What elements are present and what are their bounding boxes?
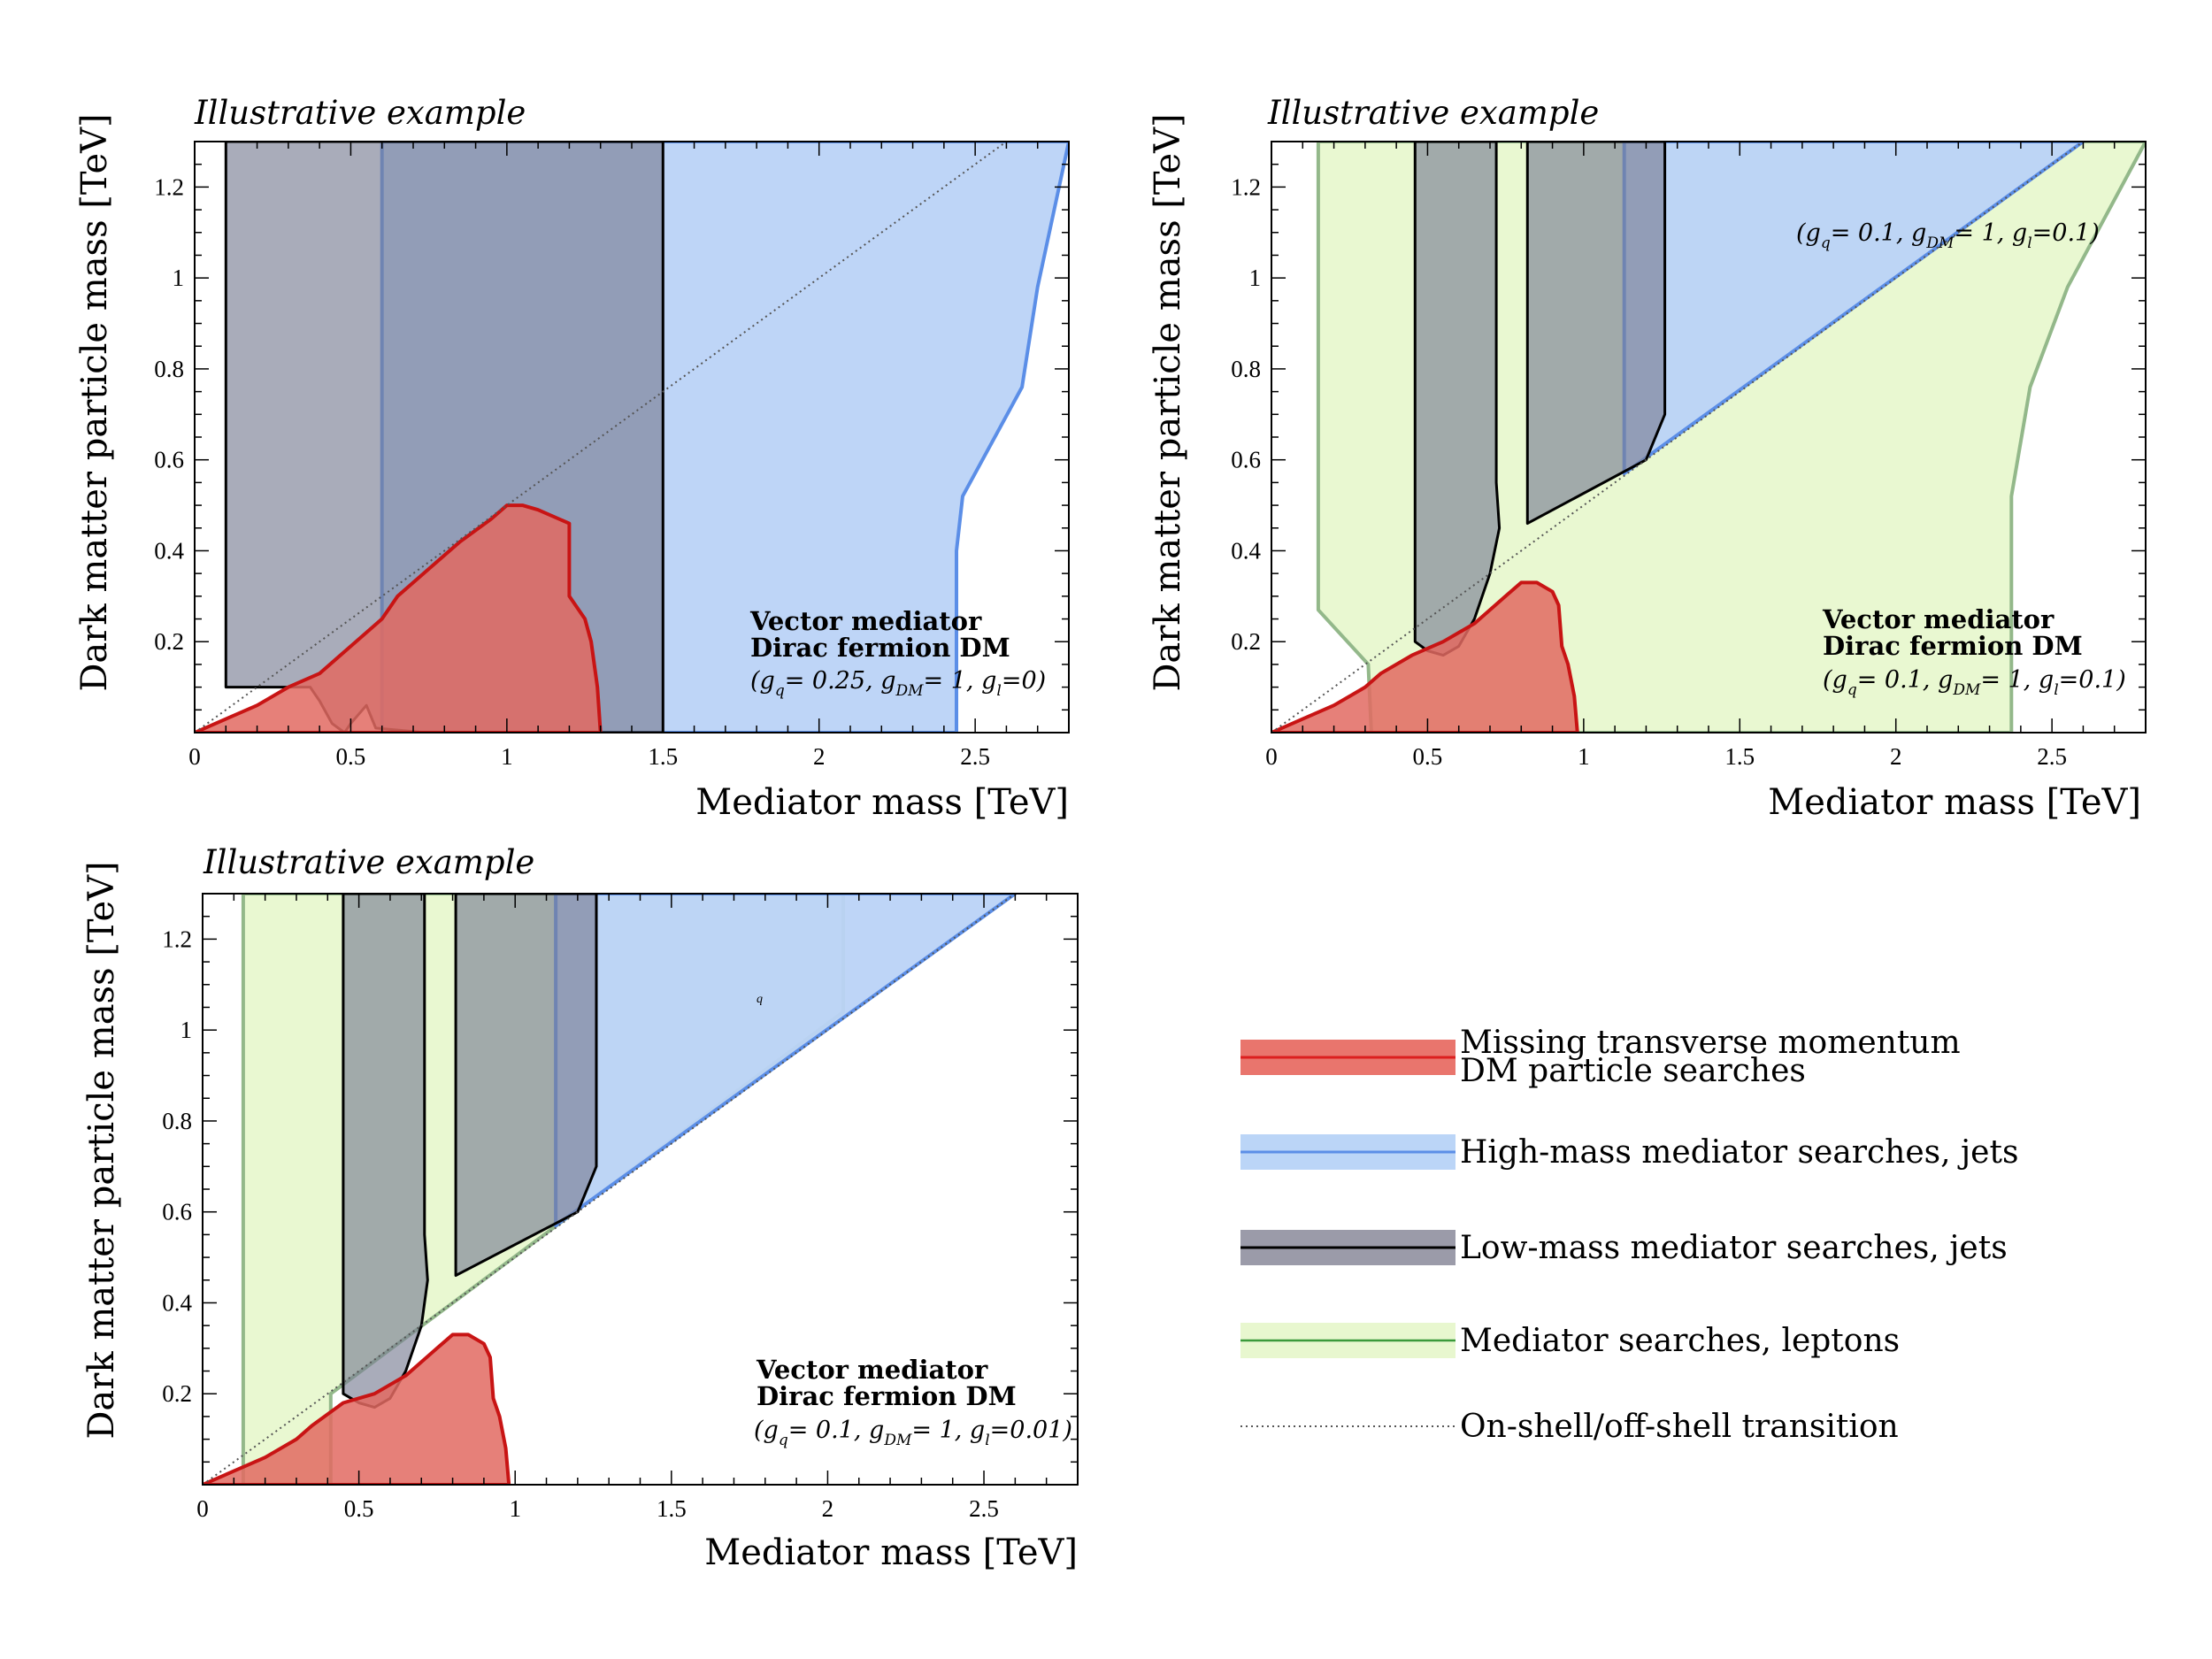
series-layer — [1271, 142, 2146, 733]
y-tick-label: 1.2 — [154, 173, 184, 200]
y-tick-label: 1 — [1249, 265, 1262, 291]
chart-title: Illustrative example — [1267, 94, 1599, 132]
annotation-dm: Dirac fermion DM — [757, 1381, 1017, 1411]
series-low-mass-1 — [1413, 142, 1502, 657]
x-tick-label: 2 — [813, 743, 826, 770]
series-low-mass-2 — [1525, 142, 1667, 526]
chart-panel-2: Illustrative example Mediator mass [TeV]… — [1148, 94, 2147, 823]
series-met — [203, 1333, 511, 1485]
y-tick-label: 1 — [173, 265, 185, 291]
x-tick-label: 2.5 — [969, 1495, 999, 1522]
x-tick-label: 1.5 — [1724, 743, 1755, 770]
x-tick-label: 0.5 — [1413, 743, 1443, 770]
series-met — [1271, 580, 1579, 733]
annotation-mediator: Vector mediator — [749, 606, 982, 636]
series-low-mass-1 — [342, 894, 429, 1409]
legend-label-low-mass: Low-mass mediator searches, jets — [1460, 1230, 2008, 1266]
x-tick-label: 2.5 — [960, 743, 990, 770]
legend-label-high-mass: High-mass mediator searches, jets — [1460, 1134, 2018, 1171]
x-tick-label: 1 — [509, 1495, 521, 1522]
x-tick-label: 1.5 — [657, 1495, 687, 1522]
legend-item-low-mass: Low-mass mediator searches, jets — [1240, 1230, 2008, 1266]
annotation-mediator: Vector mediator — [756, 1355, 988, 1385]
annotation-dm: Dirac fermion DM — [750, 633, 1010, 663]
legend-label-met-1: Missing transverse momentum — [1460, 1025, 1961, 1061]
y-tick-label: 1 — [180, 1017, 193, 1043]
stray-label: q — [757, 993, 763, 1006]
series-low-mass-2 — [454, 894, 598, 1278]
y-tick-label: 0.8 — [162, 1108, 192, 1134]
x-tick-label: 2 — [822, 1495, 834, 1522]
y-tick-label: 0.8 — [1231, 356, 1261, 382]
y-axis-title: Dark matter particle mass [TeV] — [74, 113, 115, 691]
legend-label-leptons: Mediator searches, leptons — [1460, 1323, 1900, 1359]
plot-area: 0 0.5 1 1.5 2 2.5 0.2 0.4 0.6 0.8 1 1.2 — [162, 893, 1079, 1522]
x-tick-label: 1 — [1578, 743, 1590, 770]
legend-item-onshell: On-shell/off-shell transition — [1240, 1409, 1899, 1445]
legend-label-met-2: DM particle searches — [1460, 1053, 1806, 1089]
annotation-coupling: (gq= 0.1, gDM= 1, gl=0.01) — [754, 1417, 1072, 1449]
plot-area: 0 0.5 1 1.5 2 2.5 0.2 0.4 0.6 0.8 1 1.2 — [1231, 141, 2147, 770]
y-axis-title: Dark matter particle mass [TeV] — [81, 861, 122, 1439]
annotation-coupling-top: (gq= 0.1, gDM= 1, gl=0.1) — [1796, 219, 2100, 252]
series-layer — [195, 142, 1069, 733]
legend: Missing transverse momentum DM particle … — [1240, 1025, 2018, 1445]
annotation-mediator: Vector mediator — [1822, 604, 2055, 634]
legend-item-leptons: Mediator searches, leptons — [1240, 1323, 1900, 1359]
chart-title: Illustrative example — [194, 94, 526, 132]
chart-panel-1: Illustrative example Mediator mass [TeV]… — [74, 94, 1070, 823]
x-axis-title: Mediator mass [TeV] — [1768, 782, 2141, 823]
y-tick-label: 1.2 — [1231, 173, 1261, 200]
legend-item-met: Missing transverse momentum DM particle … — [1240, 1025, 1961, 1089]
x-axis-title: Mediator mass [TeV] — [695, 782, 1069, 823]
y-tick-label: 0.8 — [154, 356, 184, 382]
y-tick-label: 0.6 — [154, 447, 184, 473]
x-tick-label: 0 — [1265, 743, 1278, 770]
chart-title: Illustrative example — [203, 843, 534, 881]
x-tick-label: 1 — [501, 743, 513, 770]
y-tick-label: 0.2 — [154, 628, 184, 655]
x-tick-label: 1.5 — [648, 743, 678, 770]
y-tick-label: 0.4 — [1231, 537, 1261, 564]
y-tick-label: 0.2 — [162, 1380, 192, 1407]
series-layer — [203, 894, 1018, 1485]
x-tick-label: 2.5 — [2037, 743, 2067, 770]
annotation-dm: Dirac fermion DM — [1823, 631, 2083, 661]
x-tick-label: 0.5 — [344, 1495, 374, 1522]
x-tick-label: 0 — [188, 743, 201, 770]
legend-label-onshell: On-shell/off-shell transition — [1460, 1409, 1899, 1445]
y-axis-title: Dark matter particle mass [TeV] — [1148, 113, 1188, 691]
legend-item-high-mass: High-mass mediator searches, jets — [1240, 1134, 2018, 1171]
y-tick-label: 0.4 — [154, 537, 184, 564]
y-tick-label: 0.6 — [1231, 447, 1261, 473]
y-tick-label: 0.4 — [162, 1289, 192, 1316]
x-tick-label: 0 — [196, 1495, 209, 1522]
x-tick-label: 2 — [1890, 743, 1902, 770]
x-axis-title: Mediator mass [TeV] — [704, 1532, 1078, 1573]
y-tick-label: 1.2 — [162, 926, 192, 952]
plot-area: 0 0.5 1 1.5 2 2.5 0.2 0.4 0.6 0.8 1 1.2 — [154, 141, 1070, 770]
y-tick-label: 0.6 — [162, 1199, 192, 1225]
chart-panel-3: Illustrative example Mediator mass [TeV]… — [81, 843, 1079, 1573]
series-met — [195, 503, 603, 733]
x-tick-label: 0.5 — [336, 743, 366, 770]
y-tick-label: 0.2 — [1231, 628, 1261, 655]
